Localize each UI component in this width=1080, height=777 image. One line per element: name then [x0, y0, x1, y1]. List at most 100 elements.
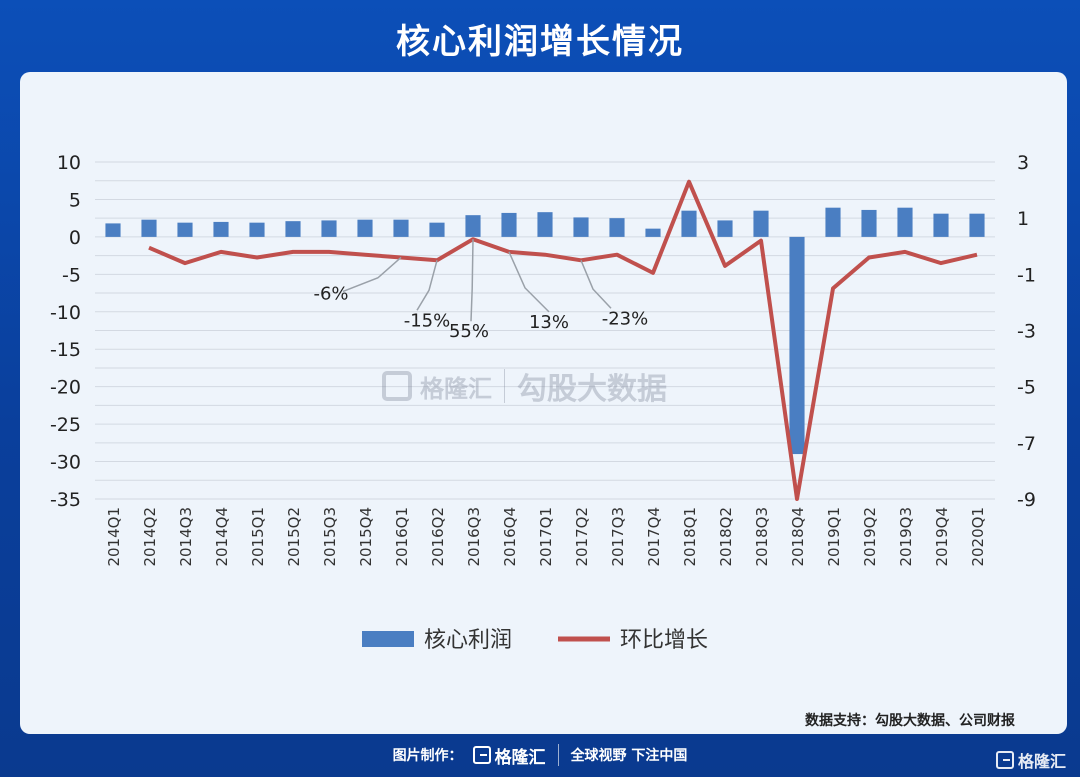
bar-2015Q1	[249, 222, 265, 237]
x-tick-label: 2019Q2	[861, 507, 879, 567]
x-tick-label: 2018Q1	[681, 507, 699, 567]
x-tick-label: 2019Q4	[933, 507, 951, 567]
x-tick-label: 2015Q3	[321, 507, 339, 567]
bar-2019Q2	[861, 209, 877, 237]
x-tick-label: 2017Q1	[537, 507, 555, 567]
bar-2018Q4	[789, 236, 805, 455]
bar-2014Q3	[177, 222, 193, 237]
line-layer	[148, 179, 978, 501]
y-left-tick-label: 5	[69, 189, 81, 211]
series-line-growth	[148, 179, 978, 501]
x-tick-label: 2014Q4	[213, 507, 231, 567]
bar-2019Q3	[897, 207, 913, 237]
x-tick-label: 2014Q3	[177, 507, 195, 567]
annotation-label: -23%	[602, 308, 649, 329]
y-right-tick-label: 1	[1017, 208, 1029, 230]
x-tick-label: 2014Q2	[141, 507, 159, 567]
gelonghui-logo-icon	[472, 746, 491, 764]
y-left-tick-label: -10	[50, 302, 81, 324]
x-tick-label: 2019Q1	[825, 507, 843, 567]
annotation-leader	[342, 256, 402, 293]
annotation-leader	[508, 251, 550, 313]
bar-2018Q1	[681, 210, 697, 237]
footer-logo: 格隆汇	[472, 743, 546, 768]
bar-2016Q3	[465, 215, 481, 237]
footer: 图片制作： 格隆汇 全球视野 下注中国	[0, 740, 1080, 770]
x-tick-label: 2016Q2	[429, 507, 447, 567]
y-left-tick-label: -20	[50, 377, 81, 399]
x-tick-label: 2015Q1	[249, 507, 267, 567]
bar-2018Q2	[717, 220, 733, 237]
annotation-leader	[580, 260, 612, 309]
x-tick-label: 2016Q4	[501, 507, 519, 567]
legend: 核心利润 环比增长	[362, 628, 708, 653]
corner-logo-icon	[995, 751, 1014, 769]
corner-brand: 格隆汇	[1017, 752, 1066, 771]
footer-divider	[557, 744, 559, 766]
bar-2014Q1	[105, 223, 121, 237]
bar-2017Q3	[609, 218, 625, 237]
y-left-tick-label: 10	[57, 152, 81, 174]
x-tick-label: 2018Q2	[717, 507, 735, 567]
x-tick-label: 2016Q3	[465, 507, 483, 567]
x-tick-label: 2016Q1	[393, 507, 411, 567]
axis-layer: 10 5 0 -5 -10 -15 -20 -25 -30 -35 3 1 -1 -3 -5 -7 -9 2014…	[50, 152, 1036, 567]
annotation-label: -6%	[313, 283, 348, 304]
bar-2017Q1	[537, 212, 553, 237]
y-left-tick-label: 0	[69, 227, 81, 249]
bar-2019Q4	[933, 213, 949, 237]
y-left-tick-label: -25	[50, 414, 81, 436]
y-left-tick-label: -30	[50, 452, 81, 474]
x-tick-label: 2014Q1	[105, 507, 123, 567]
bar-2017Q2	[573, 217, 589, 237]
bar-2015Q2	[285, 221, 301, 237]
bar-2015Q3	[321, 220, 337, 237]
legend-swatch-core-profit	[362, 631, 414, 647]
annotation-label: 55%	[449, 321, 489, 342]
x-tick-label: 2018Q4	[789, 507, 807, 567]
bar-2018Q3	[753, 210, 769, 237]
annotation-label: 13%	[529, 312, 569, 333]
core-profit-chart: -6% -15%55% 13% -23% 10 5 0 -5 -10 -15 -20 -25 -30 -…	[50, 152, 1036, 653]
bar-2016Q4	[501, 212, 517, 237]
chart-card: -6% -15% 55% 13% -23% 10 5 0 -5 -10 -15 -20 -25 -30 -…	[20, 72, 1067, 734]
x-tick-label: 2017Q4	[645, 507, 663, 567]
x-tick-label: 2019Q3	[897, 507, 915, 567]
bar-2014Q4	[213, 221, 229, 237]
y-right-tick-label: -3	[1017, 321, 1036, 343]
annotation-leader	[416, 260, 438, 311]
bar-2020Q1	[969, 213, 985, 237]
x-tick-label: 2017Q2	[573, 507, 591, 567]
x-tick-label: 2018Q3	[753, 507, 771, 567]
y-left-tick-label: -15	[50, 339, 81, 361]
x-tick-label: 2020Q1	[969, 507, 987, 567]
y-left-tick-label: -5	[62, 264, 81, 286]
corner-logo: 格隆汇	[995, 748, 1066, 772]
bar-2017Q4	[645, 228, 661, 237]
y-left-tick-label: -35	[50, 489, 81, 511]
annotation-layer: -6% -15%55% 13% -23%	[313, 239, 648, 342]
annotation-leader	[470, 239, 474, 322]
bar-2016Q1	[393, 219, 409, 237]
bar-2014Q2	[141, 219, 157, 237]
y-right-tick-label: -5	[1017, 377, 1036, 399]
footer-label: 图片制作：	[392, 748, 463, 764]
y-right-tick-label: -9	[1017, 489, 1036, 511]
x-tick-label: 2015Q4	[357, 507, 375, 567]
bar-2015Q4	[357, 219, 373, 237]
y-right-tick-label: 3	[1017, 152, 1029, 174]
footer-brand: 格隆汇	[494, 747, 546, 768]
page-title: 核心利润增长情况	[396, 22, 684, 62]
bars-layer	[105, 207, 985, 455]
annotation-label: -15%	[404, 310, 451, 331]
x-tick-label: 2015Q2	[285, 507, 303, 567]
y-right-tick-label: -7	[1017, 433, 1036, 455]
y-right-tick-label: -1	[1017, 264, 1036, 286]
footer-slogan: 全球视野 下注中国	[570, 748, 688, 764]
x-tick-label: 2017Q3	[609, 507, 627, 567]
legend-label-growth: 环比增长	[620, 628, 708, 653]
legend-label-core-profit: 核心利润	[424, 628, 512, 653]
source-note: 数据支持：勾股大数据、公司财报	[805, 713, 1015, 729]
bar-2019Q1	[825, 207, 841, 237]
bar-2016Q2	[429, 222, 445, 237]
